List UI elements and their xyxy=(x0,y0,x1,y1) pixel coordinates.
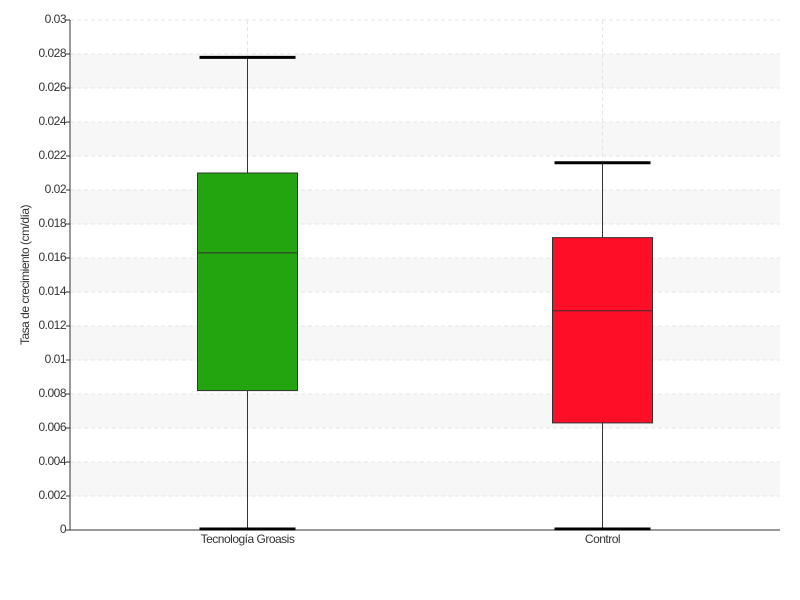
y-tick-label: 0.014 xyxy=(38,284,66,298)
y-tick-label: 0.004 xyxy=(38,454,66,468)
y-tick-label: 0.028 xyxy=(38,46,66,60)
y-tick-label: 0.026 xyxy=(38,80,66,94)
grid-band xyxy=(70,190,780,224)
box xyxy=(197,172,298,392)
grid-band xyxy=(70,54,780,88)
x-tick-label: Tecnología Groasis xyxy=(201,532,295,546)
y-tick-label: 0.016 xyxy=(38,250,66,264)
y-tick-label: 0 xyxy=(60,522,67,536)
y-tick-label: 0.002 xyxy=(38,488,66,502)
y-tick-label: 0.02 xyxy=(45,182,67,196)
y-tick-label: 0.022 xyxy=(38,148,66,162)
box xyxy=(552,237,653,424)
y-tick-label: 0.01 xyxy=(45,352,67,366)
grid-band xyxy=(70,394,780,428)
grid-band xyxy=(70,326,780,360)
y-tick-label: 0.018 xyxy=(38,216,66,230)
y-tick-label: 0.006 xyxy=(38,420,66,434)
y-tick-label: 0.012 xyxy=(38,318,66,332)
x-tick-label: Control xyxy=(585,532,620,546)
grid-band xyxy=(70,258,780,292)
grid-band xyxy=(70,122,780,156)
y-tick-label: 0.024 xyxy=(38,114,66,128)
y-tick-label: 0.03 xyxy=(45,12,67,26)
y-tick-label: 0.008 xyxy=(38,386,66,400)
y-axis-label: Tasa de crecimiento (cm/día) xyxy=(18,204,32,345)
grid-band xyxy=(70,462,780,496)
